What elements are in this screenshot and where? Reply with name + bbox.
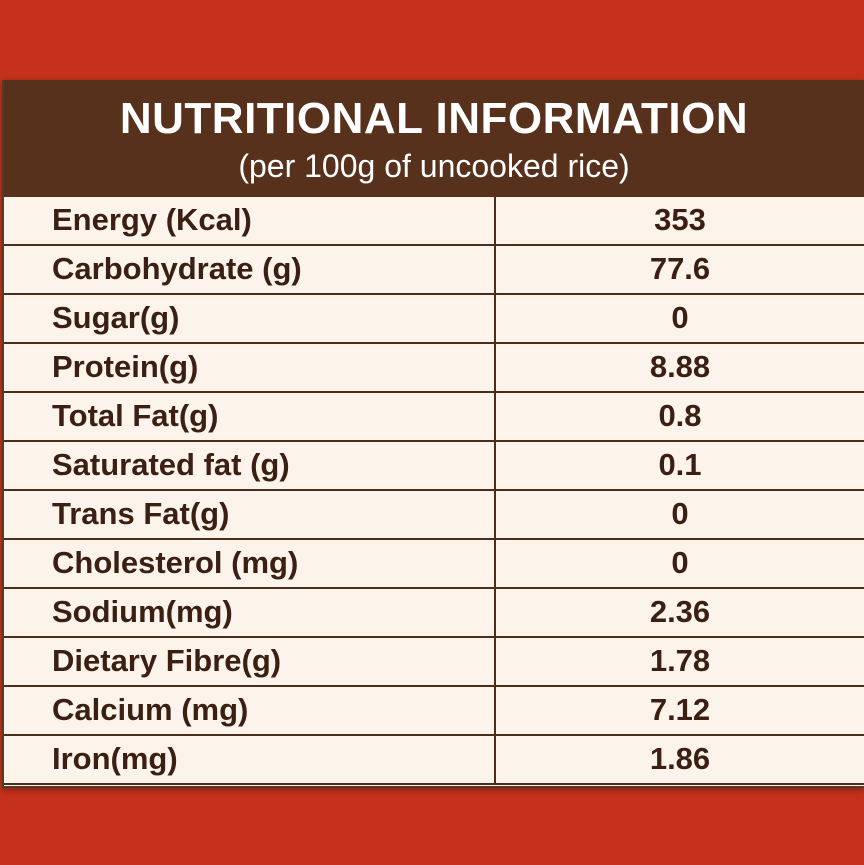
nutrient-value: 77.6 [649, 251, 711, 286]
table-row: Saturated fat (g) 0.1 [4, 442, 864, 491]
nutrient-value: 1.86 [649, 741, 711, 776]
nutrient-value: 8.88 [649, 349, 711, 384]
nutrient-value: 0 [671, 300, 689, 335]
nutrient-name: Total Fat(g) [4, 393, 496, 440]
nutrient-value: 0.8 [658, 398, 702, 433]
nutrient-name: Iron(mg) [4, 736, 496, 783]
nutrient-value: 0.1 [658, 447, 702, 482]
nutrient-value: 7.12 [649, 692, 711, 727]
table-row: Cholesterol (mg) 0 [4, 540, 864, 589]
table-row: Total Fat(g) 0.8 [4, 393, 864, 442]
nutrient-name: Protein(g) [4, 344, 496, 391]
nutrient-name: Cholesterol (mg) [4, 540, 496, 587]
nutrient-name: Calcium (mg) [4, 687, 496, 734]
nutrition-table: Energy (Kcal) 353 Carbohydrate (g) 77.6 … [4, 197, 864, 785]
table-row: Sodium(mg) 2.36 [4, 589, 864, 638]
nutrition-title: NUTRITIONAL INFORMATION [119, 94, 749, 143]
nutrient-value: 0 [671, 496, 689, 531]
nutrient-name: Energy (Kcal) [4, 197, 496, 244]
nutrient-value: 353 [654, 202, 706, 237]
nutrition-subtitle: (per 100g of uncooked rice) [238, 148, 630, 184]
nutrition-panel: NUTRITIONAL INFORMATION (per 100g of unc… [2, 80, 864, 788]
nutrient-name: Saturated fat (g) [4, 442, 496, 489]
nutrient-name: Trans Fat(g) [4, 491, 496, 538]
nutrient-value: 2.36 [649, 594, 711, 629]
table-row: Dietary Fibre(g) 1.78 [4, 638, 864, 687]
table-row: Energy (Kcal) 353 [4, 197, 864, 246]
nutrient-name: Sugar(g) [4, 295, 496, 342]
nutrient-value: 0 [671, 545, 689, 580]
nutrient-name: Dietary Fibre(g) [4, 638, 496, 685]
table-row: Trans Fat(g) 0 [4, 491, 864, 540]
table-row: Protein(g) 8.88 [4, 344, 864, 393]
nutrient-name: Sodium(mg) [4, 589, 496, 636]
nutrient-value: 1.78 [649, 643, 711, 678]
table-row: Iron(mg) 1.86 [4, 736, 864, 785]
nutrition-header: NUTRITIONAL INFORMATION (per 100g of unc… [4, 80, 864, 197]
table-row: Sugar(g) 0 [4, 295, 864, 344]
table-row: Calcium (mg) 7.12 [4, 687, 864, 736]
table-row: Carbohydrate (g) 77.6 [4, 246, 864, 295]
nutrient-name: Carbohydrate (g) [4, 246, 496, 293]
